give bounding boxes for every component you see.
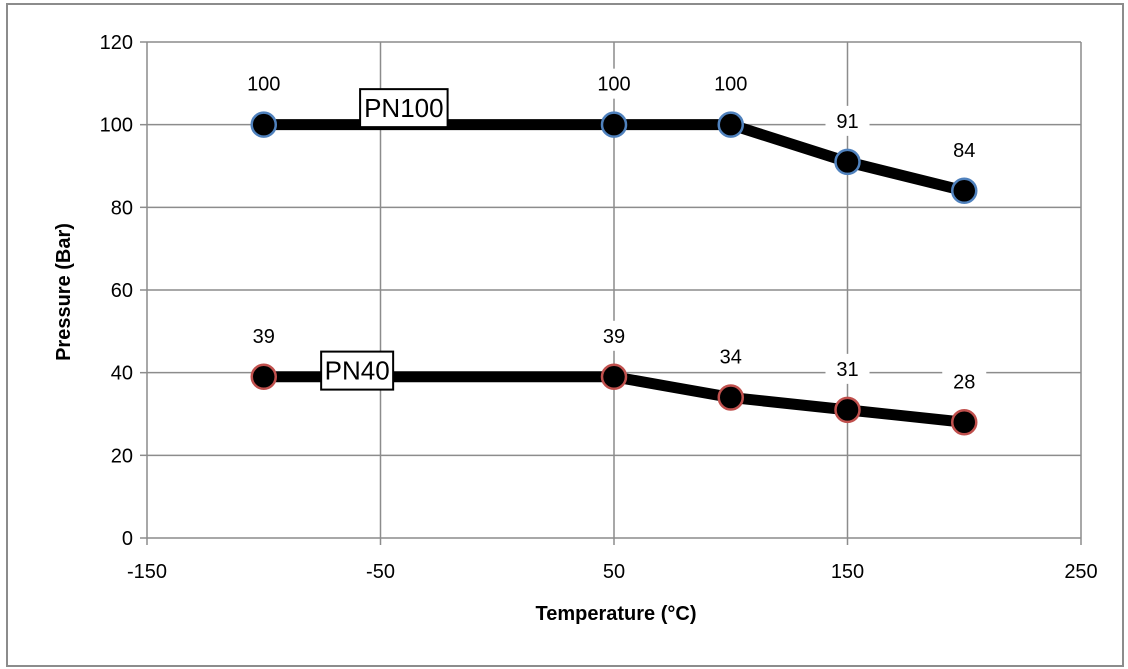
data-label: 84 — [953, 140, 975, 162]
data-label-bg — [708, 341, 753, 372]
series-label-pn40: PN40 — [320, 350, 395, 391]
series-markers — [250, 111, 978, 436]
data-point — [250, 363, 277, 391]
data-label-bg — [708, 68, 753, 99]
x-axis-ticks: -150 -50 50 150 250 — [127, 561, 1098, 583]
data-label-bg — [592, 320, 636, 351]
y-tick-label: 80 — [111, 197, 133, 219]
data-label: 91 — [836, 111, 858, 133]
data-point — [600, 363, 628, 391]
data-label-bg — [241, 68, 286, 99]
data-label: 34 — [720, 346, 742, 368]
data-label: 100 — [247, 74, 280, 96]
series-label-pn100: PN100 — [359, 88, 449, 129]
data-label: 39 — [253, 326, 275, 348]
y-tick-label: 120 — [100, 32, 133, 54]
data-label-bg — [825, 105, 870, 136]
data-label: 31 — [836, 359, 858, 381]
data-point — [834, 396, 861, 424]
y-tick-label: 40 — [111, 363, 133, 385]
data-point — [834, 148, 861, 176]
series-label-fill — [321, 351, 394, 390]
data-labels: 100 100 100 91 84 39 39 34 31 28 — [241, 68, 987, 397]
y-tick-label: 100 — [100, 115, 133, 137]
data-label-bg — [241, 320, 286, 351]
y-tick-label: 0 — [122, 528, 133, 550]
data-point — [951, 409, 978, 436]
data-label: 100 — [714, 74, 747, 96]
data-point — [951, 177, 978, 205]
y-axis-ticks: 0 20 40 60 80 100 120 — [100, 32, 133, 550]
y-tick-label: 60 — [111, 280, 133, 302]
x-tick-label: -50 — [366, 561, 395, 583]
data-label: 28 — [953, 371, 975, 393]
x-tick-label: 150 — [831, 561, 864, 583]
data-label-bg — [592, 68, 636, 99]
y-axis-title: Pressure (Bar) — [53, 223, 75, 361]
data-point — [717, 111, 744, 138]
data-label-bg — [942, 134, 987, 165]
y-tick-label: 20 — [111, 445, 133, 467]
series-label-box — [320, 350, 395, 391]
x-axis-title: Temperature (°C) — [536, 603, 697, 625]
data-point — [600, 111, 628, 138]
series-label-text: PN100 — [364, 93, 444, 123]
series-label-text: PN40 — [325, 356, 390, 386]
data-point — [717, 384, 744, 411]
data-point — [250, 111, 277, 138]
data-label-bg — [825, 353, 870, 384]
data-label: 39 — [603, 326, 625, 348]
series-label-box — [359, 88, 449, 129]
x-tick-label: -150 — [127, 561, 167, 583]
data-label: 100 — [597, 74, 630, 96]
x-tick-label: 250 — [1064, 561, 1097, 583]
series-name-labels: PN100 PN40 — [320, 88, 449, 391]
chart-frame — [6, 3, 1124, 667]
x-tick-label: 50 — [603, 561, 625, 583]
series-label-fill — [360, 89, 448, 128]
data-label-bg — [942, 366, 987, 397]
